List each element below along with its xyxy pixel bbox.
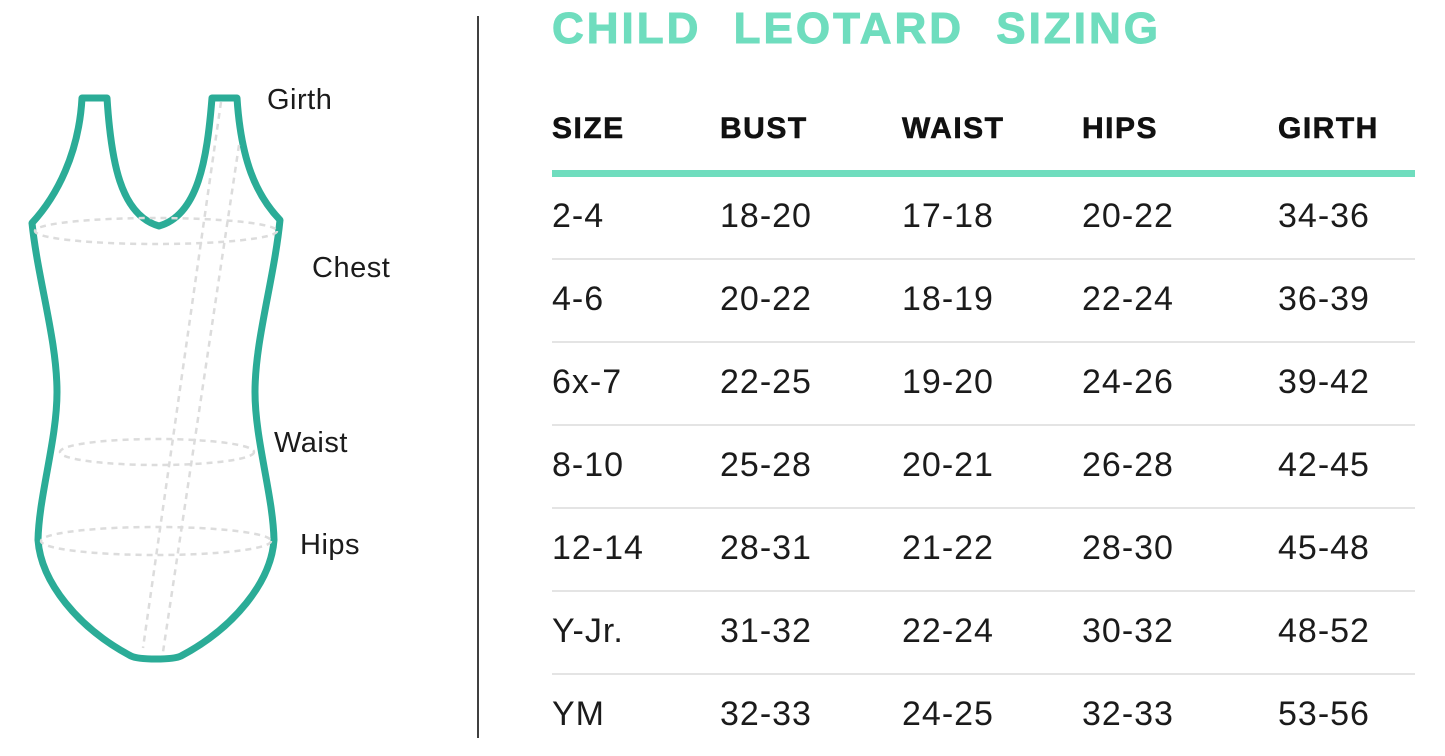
cell-waist: 20-21 [902,425,1082,509]
column-header-size: SIZE [552,96,720,177]
cell-size: Y-Jr. [552,591,720,675]
cell-girth: 45-48 [1278,508,1415,592]
cell-hips: 30-32 [1082,591,1278,675]
cell-hips: 28-30 [1082,508,1278,592]
cell-waist: 17-18 [902,173,1082,260]
sizing-table: SIZE BUST WAIST HIPS GIRTH 2-4 18-20 17-… [552,96,1415,756]
table-row: 12-14 28-31 21-22 28-30 45-48 [552,508,1415,592]
cell-bust: 25-28 [720,425,902,509]
page-title: CHILD LEOTARD SIZING [552,4,1161,54]
cell-size: 12-14 [552,508,720,592]
cell-hips: 26-28 [1082,425,1278,509]
cell-bust: 31-32 [720,591,902,675]
cell-bust: 20-22 [720,259,902,343]
table-row: Y-Jr. 31-32 22-24 30-32 48-52 [552,591,1415,675]
cell-bust: 18-20 [720,173,902,260]
waist-label: Waist [274,427,348,459]
table-header-row: SIZE BUST WAIST HIPS GIRTH [552,96,1415,177]
measurement-diagram-panel: Girth Chest Waist Hips [0,0,478,751]
cell-hips: 20-22 [1082,173,1278,260]
cell-hips: 24-26 [1082,342,1278,426]
waist-guide-ellipse [58,437,256,467]
cell-waist: 24-25 [902,695,994,733]
girth-label: Girth [267,84,333,116]
leotard-diagram [28,94,284,663]
table-row: 2-4 18-20 17-18 20-22 34-36 [552,173,1415,260]
column-header-girth: GIRTH [1278,96,1415,177]
chest-guide-ellipse [33,216,279,246]
cell-girth: 42-45 [1278,425,1415,509]
cell-bust: 22-25 [720,342,902,426]
column-header-waist: WAIST [902,96,1082,177]
table-row: 8-10 25-28 20-21 26-28 42-45 [552,425,1415,509]
table-row: 6x-7 22-25 19-20 24-26 39-42 [552,342,1415,426]
cell-girth: 34-36 [1278,173,1415,260]
girth-guide-line-2 [161,144,241,653]
cell-girth: 48-52 [1278,591,1415,675]
cell-waist: 21-22 [902,508,1082,592]
hips-label: Hips [300,529,361,561]
cell-waist: 18-19 [902,259,1082,343]
cell-girth: 53-56 [1278,695,1370,733]
cell-hips: 32-33 [1082,695,1174,733]
cell-size: 6x-7 [552,342,720,426]
column-header-hips: HIPS [1082,96,1278,177]
girth-guide-line [141,101,223,649]
cell-size: 8-10 [552,425,720,509]
cell-waist: 19-20 [902,342,1082,426]
vertical-divider [477,16,479,738]
cell-girth: 36-39 [1278,259,1415,343]
cell-size: 4-6 [552,259,720,343]
cell-bust: 32-33 [720,695,812,733]
column-header-bust: BUST [720,96,902,177]
table-row: YM 32-33 24-25 32-33 53-56 [552,674,1415,756]
leotard-outline [28,94,284,663]
cell-bust: 28-31 [720,508,902,592]
chest-label: Chest [312,252,391,284]
cell-waist: 22-24 [902,591,1082,675]
cell-size: YM [552,695,605,733]
cell-size: 2-4 [552,173,720,260]
cell-hips: 22-24 [1082,259,1278,343]
cell-girth: 39-42 [1278,342,1415,426]
hips-guide-ellipse [39,525,273,557]
table-row: 4-6 20-22 18-19 22-24 36-39 [552,259,1415,343]
